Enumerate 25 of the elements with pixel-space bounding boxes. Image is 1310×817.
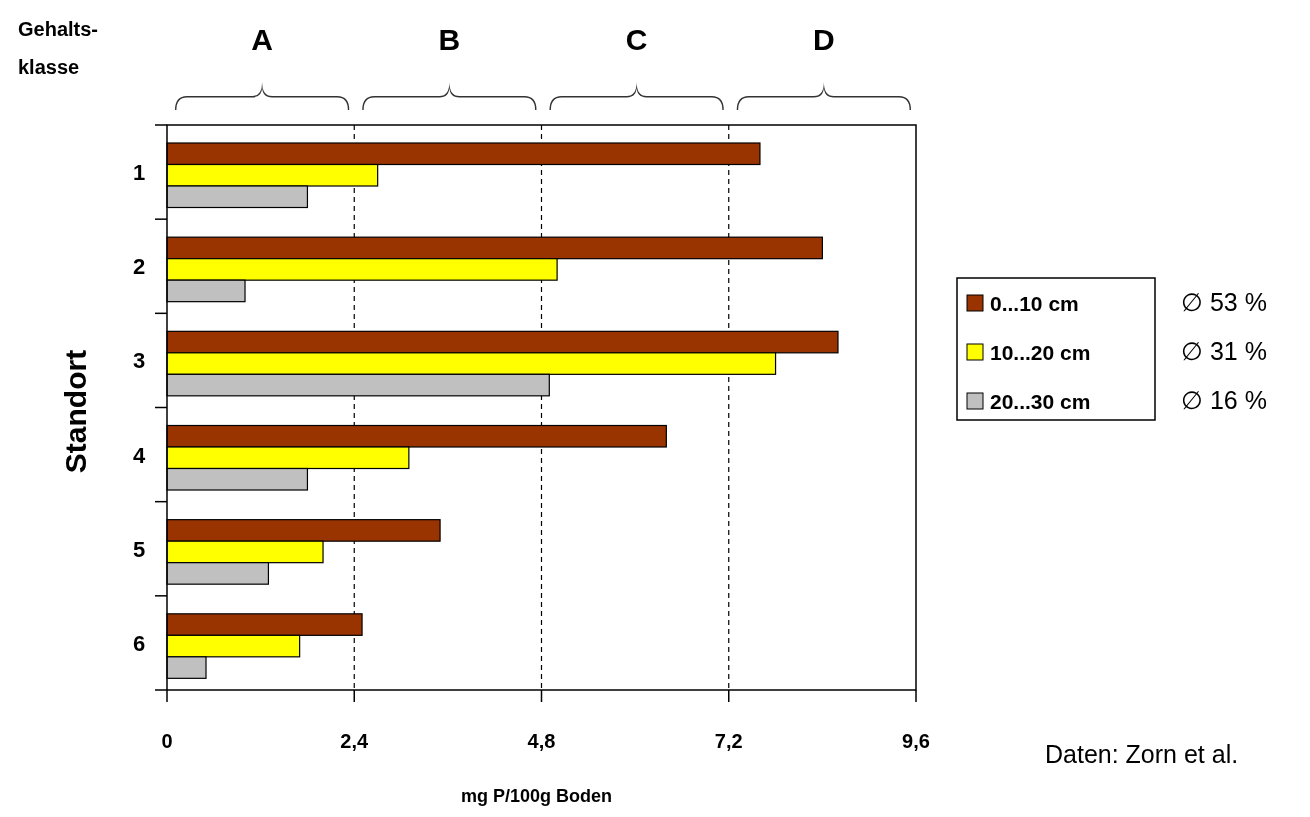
y-tick-label: 6 (132, 630, 146, 656)
x-tick-label: 2,4 (340, 730, 370, 752)
x-tick-label: 0 (161, 730, 173, 752)
text: B (438, 23, 461, 56)
text: A (251, 23, 273, 56)
text: D (813, 23, 835, 56)
x-tick-label: 9,6 (902, 730, 930, 752)
text: ∅ 53 % (1181, 288, 1267, 316)
x-tick-label: 7,2 (714, 730, 743, 752)
legend-label: 20...30 cm (990, 390, 1091, 413)
y-tick-label: 5 (132, 536, 146, 562)
text: Gehalts-klasse (18, 18, 99, 78)
text: Daten: Zorn et al. (1045, 740, 1239, 768)
legend-label: 0...10 cm (990, 292, 1079, 315)
y-axis-title: Standort (59, 349, 92, 474)
y-tick-label: 2 (132, 254, 146, 280)
text: C (625, 23, 648, 56)
y-tick-label: 3 (132, 348, 146, 374)
y-tick-label: 4 (132, 442, 146, 468)
legend-label: 10...20 cm (990, 341, 1091, 364)
y-tick-label: 1 (132, 160, 146, 186)
text: ∅ 16 % (1181, 386, 1267, 414)
x-tick-label: 4,8 (527, 730, 556, 752)
x-axis-title: mg P/100g Boden (460, 786, 613, 806)
text: ∅ 31 % (1181, 337, 1267, 365)
